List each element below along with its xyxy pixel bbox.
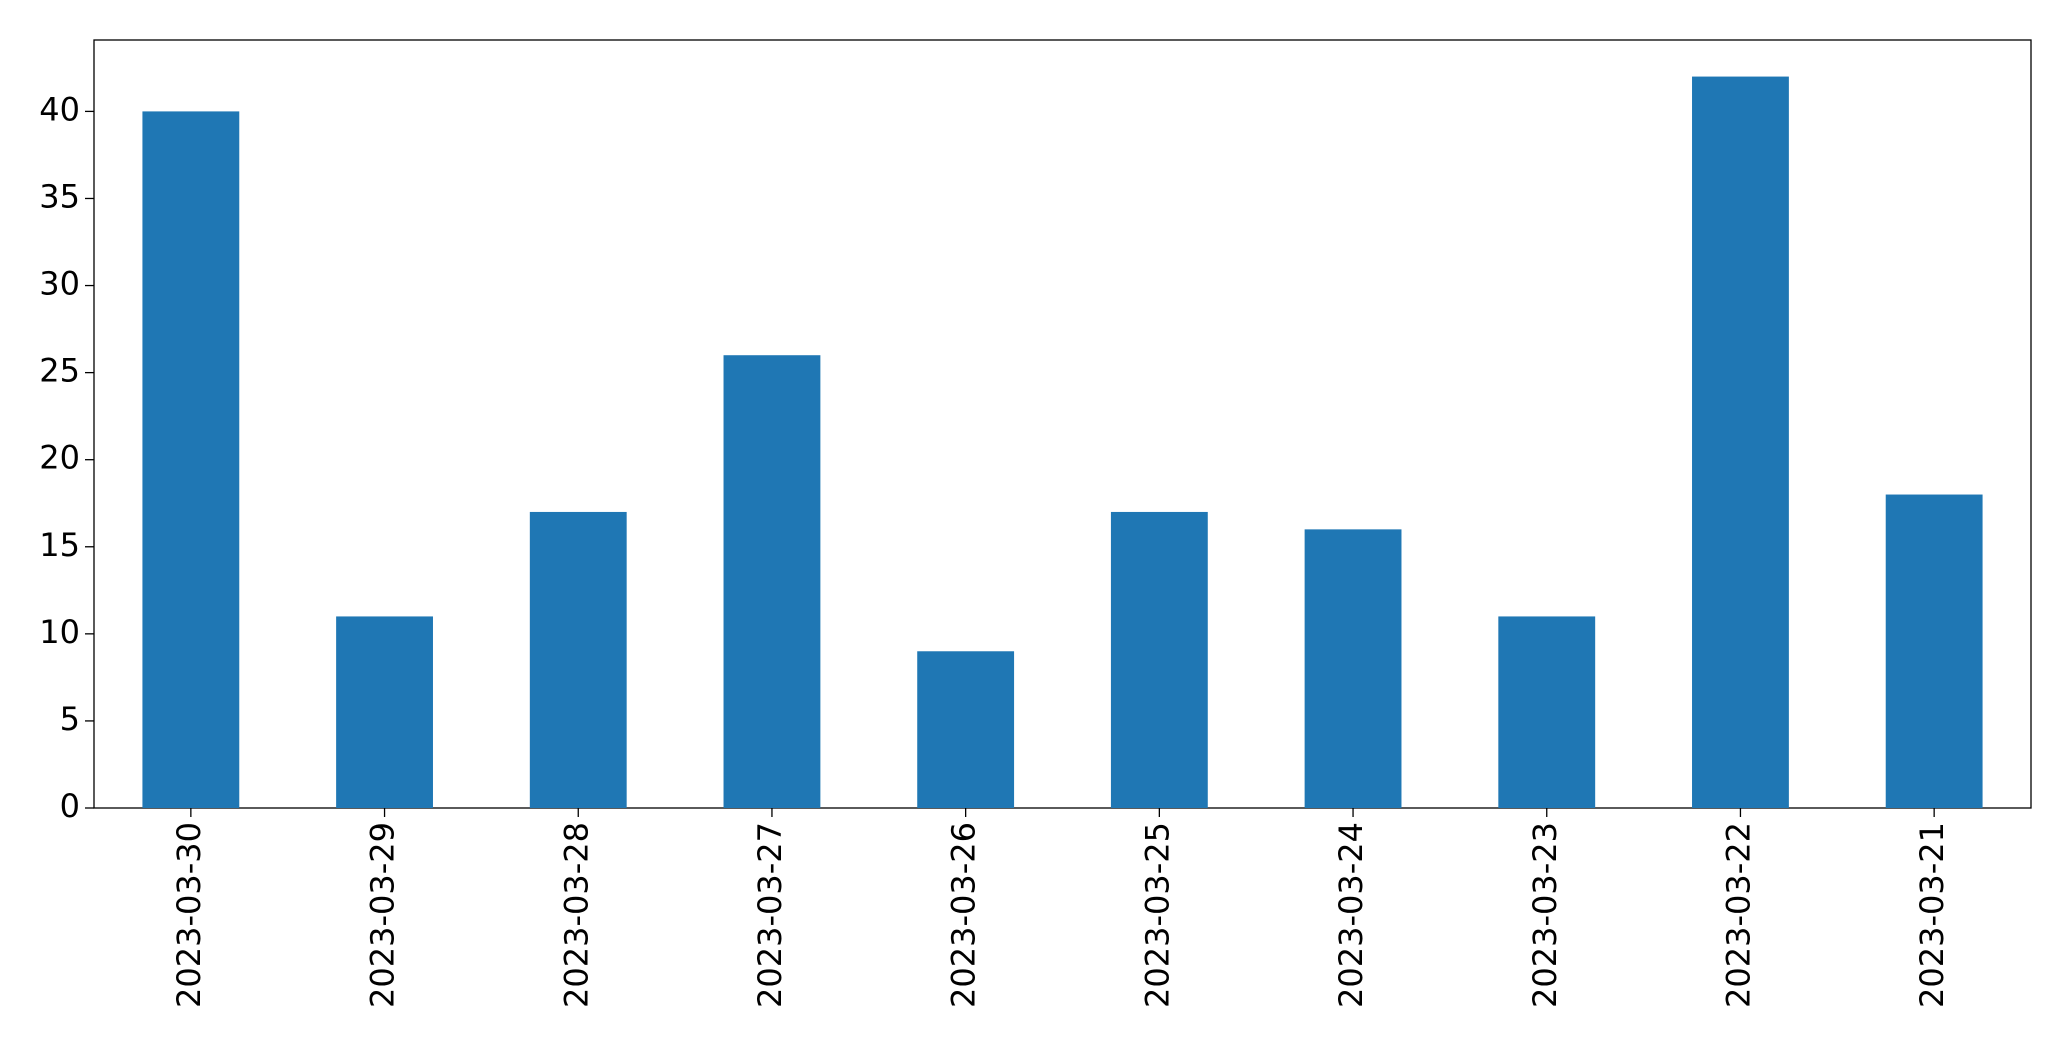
x-tick-label: 2023-03-29 bbox=[364, 822, 402, 1008]
y-tick-label: 10 bbox=[39, 613, 80, 651]
bar bbox=[1304, 529, 1402, 808]
y-tick-label: 30 bbox=[39, 265, 80, 303]
bar bbox=[917, 651, 1015, 808]
x-tick-label: 2023-03-28 bbox=[557, 822, 595, 1008]
y-tick-label: 0 bbox=[60, 787, 80, 825]
bar bbox=[142, 111, 240, 808]
y-tick-label: 20 bbox=[39, 439, 80, 477]
y-tick-label: 25 bbox=[39, 352, 80, 390]
plot-frame bbox=[93, 39, 2032, 809]
bar bbox=[1498, 616, 1596, 808]
y-tick-label: 40 bbox=[39, 90, 80, 128]
y-tick-label: 15 bbox=[39, 526, 80, 564]
bar bbox=[1692, 76, 1789, 809]
y-tick-label: 5 bbox=[60, 700, 80, 738]
bar bbox=[1885, 494, 1983, 808]
x-tick-label: 2023-03-25 bbox=[1138, 822, 1176, 1008]
bar bbox=[1110, 511, 1208, 808]
x-tick-label: 2023-03-23 bbox=[1526, 822, 1564, 1008]
bar bbox=[336, 616, 433, 808]
bar bbox=[529, 511, 627, 808]
x-tick-label: 2023-03-26 bbox=[945, 822, 983, 1008]
x-tick-label: 2023-03-24 bbox=[1332, 822, 1370, 1008]
bar bbox=[723, 355, 821, 808]
y-tick-label: 35 bbox=[39, 177, 80, 215]
x-tick-label: 2023-03-27 bbox=[751, 822, 789, 1008]
x-tick-label: 2023-03-30 bbox=[170, 822, 208, 1008]
x-tick-label: 2023-03-21 bbox=[1913, 822, 1951, 1008]
x-tick-label: 2023-03-22 bbox=[1719, 822, 1757, 1008]
